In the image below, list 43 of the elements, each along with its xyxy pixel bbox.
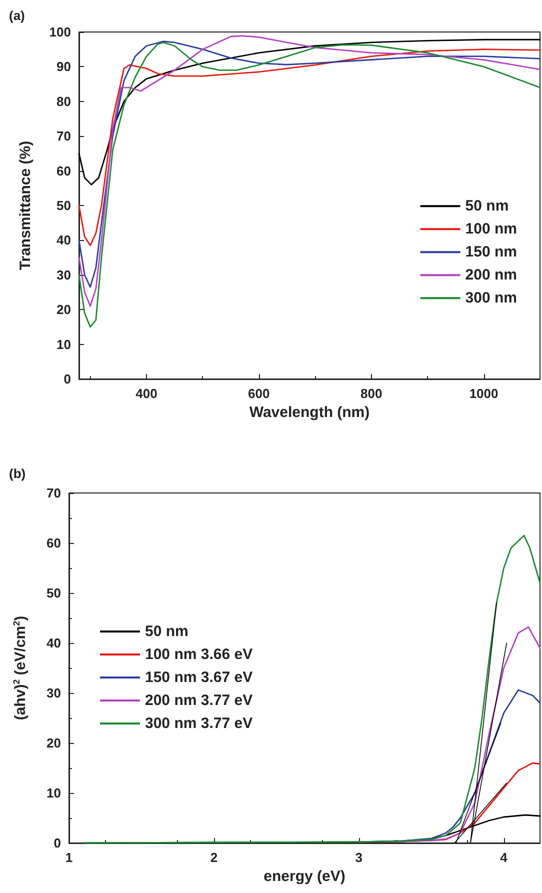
y-tick-label: 0	[64, 372, 71, 386]
legend-label: 300 nm 3.77 eV	[145, 714, 253, 732]
legend-label: 50 nm	[145, 622, 188, 640]
legend-label: 300 nm	[465, 290, 518, 307]
legend-label: 50 nm	[465, 198, 509, 215]
legend-label: 200 nm 3.77 eV	[145, 692, 253, 709]
chart-title: (a)	[9, 8, 25, 23]
y-tick-label: 50	[56, 198, 71, 213]
x-tick-label: 400	[136, 386, 158, 401]
y-tick-label: 20	[46, 736, 61, 750]
y-tick-label: 10	[46, 786, 61, 800]
y-tick-label: 60	[46, 536, 61, 550]
legend-label: 200 nm	[465, 266, 518, 284]
x-axis-title: Wavelength (nm)	[249, 404, 370, 421]
y-tick-label: 100	[49, 24, 71, 40]
y-tick-label: 70	[46, 486, 61, 500]
x-tick-label: 800	[360, 386, 382, 401]
y-axis-title: Transmittance (%)	[17, 140, 34, 270]
y-tick-label: 40	[46, 636, 61, 650]
y-tick-label: 30	[56, 267, 71, 282]
y-tick-label: 90	[56, 59, 71, 74]
y-tick-label: 30	[46, 686, 61, 700]
legend-label: 100 nm	[465, 220, 518, 238]
x-tick-label: 1	[65, 850, 73, 865]
y-tick-label: 70	[56, 128, 71, 144]
y-tick-label: 0	[54, 836, 61, 850]
legend-label: 100 nm 3.66 eV	[145, 646, 253, 663]
x-tick-label: 3	[355, 850, 362, 865]
x-tick-label: 4	[500, 850, 508, 865]
y-tick-label: 60	[56, 163, 71, 178]
y-tick-label: 10	[56, 336, 71, 352]
y-tick-label: 50	[46, 586, 61, 600]
y-tick-label: 20	[56, 302, 71, 318]
x-tick-label: 600	[248, 386, 270, 401]
legend-label: 150 nm 3.67 eV	[145, 668, 253, 686]
y-tick-label: 80	[56, 94, 71, 109]
chart-title: (b)	[9, 466, 26, 481]
x-axis-title: energy (eV)	[264, 868, 346, 885]
legend-label: 150 nm	[465, 244, 518, 261]
y-tick-label: 40	[56, 232, 71, 248]
x-tick-label: 2	[210, 850, 218, 865]
y-axis-title: (ahv)2 (eV/cm2)	[12, 616, 29, 720]
x-tick-label: 1000	[469, 386, 498, 401]
